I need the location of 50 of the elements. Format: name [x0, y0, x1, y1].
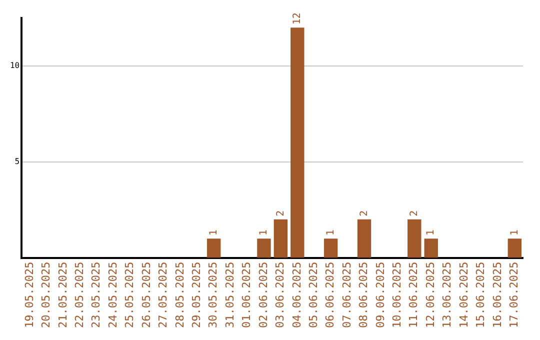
x-tick-label: 22.05.2025: [72, 262, 86, 328]
x-tick-label: 19.05.2025: [22, 262, 36, 328]
x-tick-label: 15.06.2025: [474, 262, 488, 328]
data-label: 1: [258, 230, 270, 236]
x-tick-label: 21.05.2025: [56, 262, 70, 328]
x-tick-label: 12.06.2025: [424, 262, 437, 328]
data-label: 2: [275, 210, 286, 216]
x-tick-label: 23.05.2025: [90, 262, 103, 328]
x-tick-label: 10.06.2025: [390, 262, 404, 328]
bar: [508, 238, 522, 258]
x-tick-label: 13.06.2025: [440, 262, 454, 328]
x-tick-label: 29.05.2025: [190, 262, 203, 328]
x-tick-label: 31.05.2025: [223, 262, 236, 328]
x-tick-label: 11.06.2025: [407, 262, 420, 328]
x-tick-label: 17.06.2025: [508, 262, 521, 328]
x-tick-label: 28.05.2025: [173, 262, 186, 328]
y-tick-label: 10: [10, 61, 20, 70]
bar: [408, 219, 422, 258]
y-tick-label: 5: [14, 156, 20, 166]
data-label: 1: [426, 230, 437, 236]
x-tick-label: 02.06.2025: [256, 262, 270, 328]
data-label: 12: [292, 12, 303, 25]
bar: [274, 219, 288, 258]
x-tick-label: 09.06.2025: [374, 262, 387, 328]
data-label: 1: [208, 230, 220, 236]
bar: [290, 28, 304, 258]
data-label: 1: [325, 230, 336, 236]
bar: [206, 238, 221, 258]
x-tick-label: 05.06.2025: [306, 262, 320, 328]
x-tick-label: 20.05.2025: [40, 262, 53, 328]
x-tick-label: 27.05.2025: [156, 262, 170, 328]
x-tick-label: 06.06.2025: [324, 262, 337, 328]
data-label: 2: [358, 210, 370, 216]
x-tick-label: 30.05.2025: [206, 262, 220, 328]
x-tick-label: 01.06.2025: [240, 262, 254, 328]
bar: [357, 219, 372, 258]
x-tick-label: 26.05.2025: [140, 262, 153, 328]
bar: [257, 238, 271, 258]
x-tick-label: 04.06.2025: [290, 262, 304, 328]
x-tick-label: 25.05.2025: [123, 262, 136, 328]
x-tick-label: 03.06.2025: [274, 262, 287, 328]
bar: [324, 238, 338, 258]
x-tick-label: 08.06.2025: [357, 262, 370, 328]
x-tick-label: 24.05.2025: [106, 262, 120, 328]
x-tick-label: 07.06.2025: [340, 262, 354, 328]
x-tick-label: 14.06.2025: [457, 262, 470, 328]
bar: [424, 238, 438, 258]
x-tick-label: 16.06.2025: [490, 262, 504, 328]
data-label: 2: [408, 210, 420, 216]
data-label: 1: [509, 230, 520, 236]
